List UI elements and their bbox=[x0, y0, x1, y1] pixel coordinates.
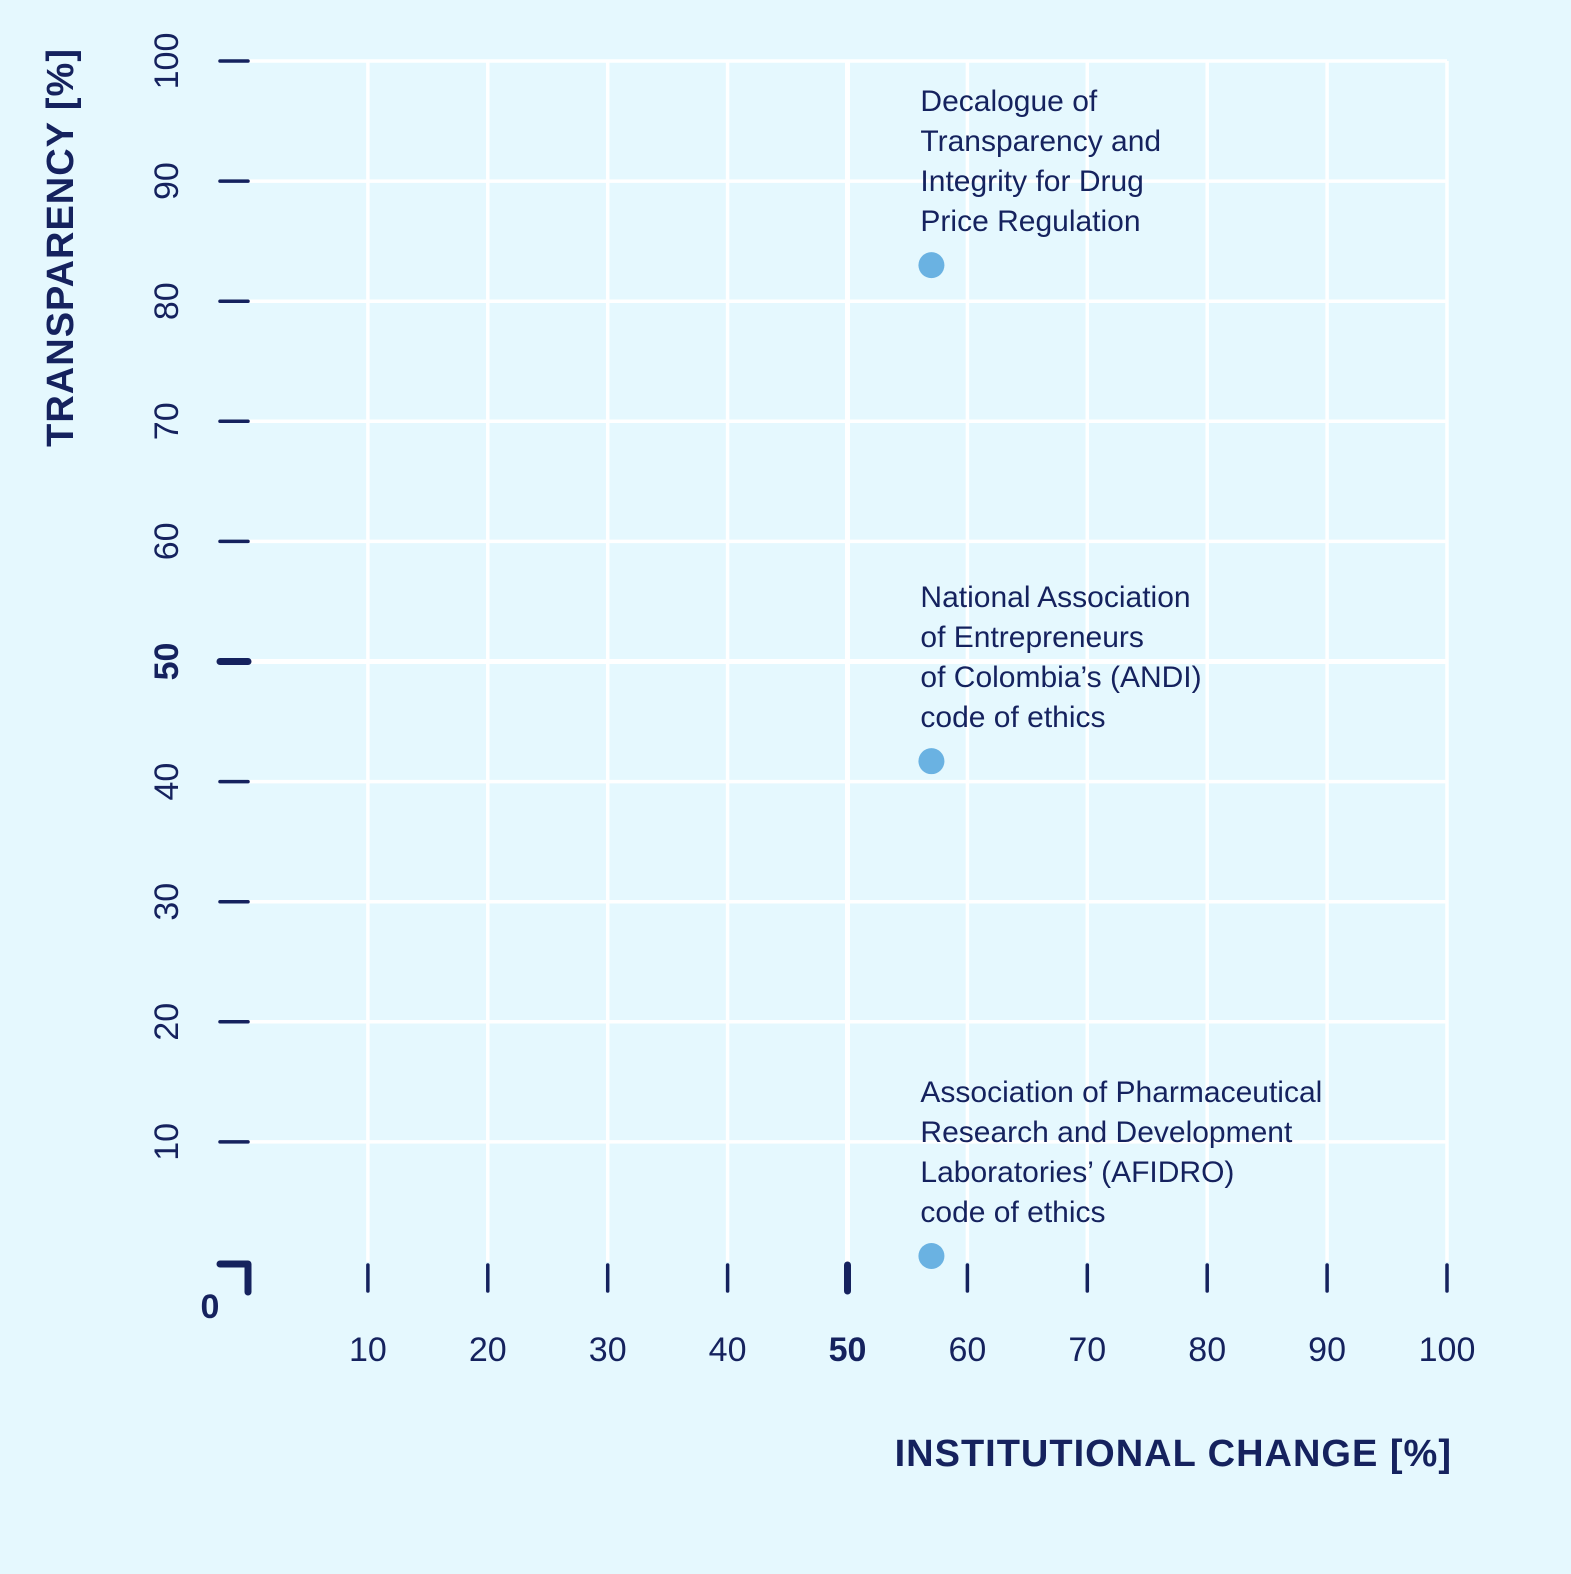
x-tick-label-100: 100 bbox=[1419, 1331, 1476, 1369]
y-tick-label-100: 100 bbox=[148, 33, 186, 90]
data-point-label-3: Association of Pharmaceutical Research an… bbox=[920, 1076, 1322, 1229]
x-axis-title: INSTITUTIONAL CHANGE [%] bbox=[895, 1433, 1452, 1475]
x-tick-label-70: 70 bbox=[1068, 1331, 1106, 1369]
origin-label: 0 bbox=[201, 1288, 220, 1326]
data-point-label-line: Transparency and bbox=[920, 125, 1161, 158]
x-tick-label-50: 50 bbox=[829, 1331, 867, 1369]
data-point-2 bbox=[918, 748, 945, 775]
grid-lines bbox=[248, 59, 1449, 1262]
y-tick-label-30: 30 bbox=[148, 883, 186, 921]
y-tick-label-40: 40 bbox=[148, 763, 186, 801]
x-tick-label-60: 60 bbox=[948, 1331, 986, 1369]
y-tick-label-70: 70 bbox=[148, 402, 186, 440]
y-tick-label-50: 50 bbox=[148, 643, 186, 681]
x-tick-label-10: 10 bbox=[349, 1331, 387, 1369]
data-point-label-line: Price Regulation bbox=[920, 205, 1140, 238]
data-point-1 bbox=[918, 252, 945, 279]
x-tick-label-80: 80 bbox=[1188, 1331, 1226, 1369]
data-point-label-line: code of ethics bbox=[920, 1196, 1105, 1229]
data-points bbox=[918, 252, 945, 1269]
data-point-label-line: Research and Development bbox=[920, 1116, 1293, 1149]
data-point-label-line: Integrity for Drug bbox=[920, 165, 1143, 198]
y-tick-label-80: 80 bbox=[148, 282, 186, 320]
y-tick-label-90: 90 bbox=[148, 162, 186, 200]
data-point-label-line: Association of Pharmaceutical bbox=[920, 1076, 1322, 1109]
data-point-label-line: of Entrepreneurs bbox=[920, 621, 1143, 654]
data-point-label-line: Decalogue of bbox=[920, 85, 1097, 118]
y-tick-label-10: 10 bbox=[148, 1123, 186, 1161]
x-tick-label-30: 30 bbox=[589, 1331, 627, 1369]
tick-labels: 10 20 30 40 50 60 70 80 90 100 10 20 30 40 50 60 70 80 90 1… bbox=[148, 33, 1475, 1369]
data-point-label-line: of Colombia’s (ANDI) bbox=[920, 661, 1201, 694]
data-point-label-line: Laboratories’ (AFIDRO) bbox=[920, 1156, 1234, 1189]
data-point-label-line: National Association bbox=[920, 581, 1190, 614]
x-tick-label-90: 90 bbox=[1308, 1331, 1346, 1369]
data-point-label-1: Decalogue of Transparency and Integrity fo… bbox=[920, 85, 1161, 238]
y-tick-label-20: 20 bbox=[148, 1003, 186, 1041]
data-point-label-2: National Association of Entrepreneurs of C… bbox=[920, 581, 1201, 734]
axis-ticks bbox=[216, 59, 1449, 1296]
data-point-label-line: code of ethics bbox=[920, 701, 1105, 734]
x-tick-label-40: 40 bbox=[709, 1331, 747, 1369]
y-axis-title: TRANSPARENCY [%] bbox=[40, 48, 82, 447]
data-point-labels: Decalogue of Transparency and Integrity fo… bbox=[920, 85, 1322, 1229]
y-tick-label-60: 60 bbox=[148, 522, 186, 560]
origin-tick bbox=[216, 1260, 252, 1296]
data-point-3 bbox=[918, 1242, 945, 1269]
x-tick-label-20: 20 bbox=[469, 1331, 507, 1369]
